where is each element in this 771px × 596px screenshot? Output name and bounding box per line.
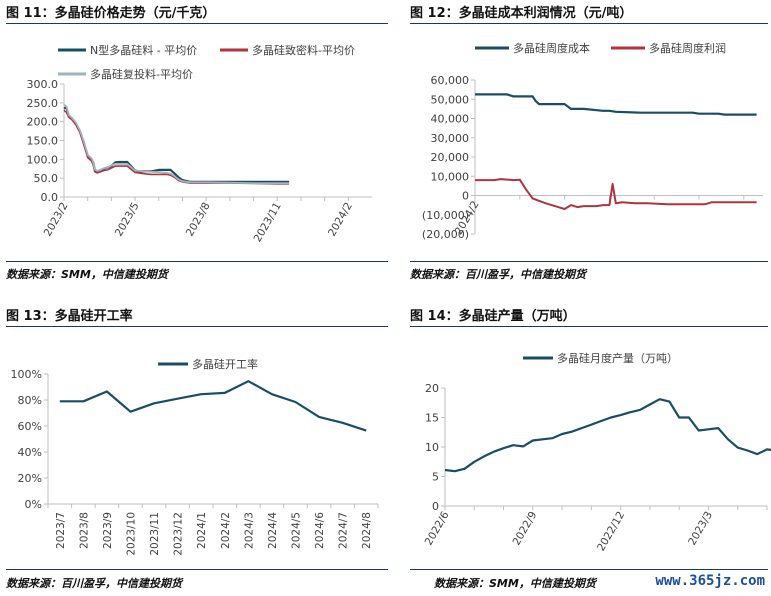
chart-12-source-rule [410,261,768,262]
y-tick-label: (10,000) [422,209,469,222]
y-tick-label: 250.0 [27,97,59,110]
y-tick-label: 10,000 [431,170,470,183]
x-tick-label: 2024/8 [361,512,373,549]
y-tick-label: 40% [18,446,42,459]
chart-14-title: 图 14：多晶硅产量（万吨） [410,309,576,324]
chart-14-source-rule [410,569,768,570]
x-tick-label: 2023/8 [184,201,213,239]
chart-11-price-trend: 0.0 50.0 100.0 150.0 200.0 250.0 300.0 2023/2 20… [27,43,372,245]
x-tick-label: 2023/11 [149,512,161,556]
x-tick-label: 2023/7 [55,512,67,549]
x-tick-label: 2023/10 [126,512,138,556]
y-tick-label: 100% [11,368,42,381]
y-tick-label: 20,000 [431,151,470,164]
legend-label: 多晶硅周度利润 [649,41,726,55]
chart-13-source: 数据来源：百川盈孚，中信建投期货 [6,577,182,590]
legend-label: 多晶硅致密料-平均价 [252,43,355,57]
chart-14-source: 数据来源：SMM，中信建投期货 [434,577,596,590]
chart-11-title: 图 11：多晶硅价格走势（元/千克） [6,6,216,21]
chart-12-source: 数据来源：百川盈孚，中信建投期货 [410,268,586,281]
y-tick-label: 100.0 [27,153,59,166]
series-line-3 [63,103,290,185]
y-tick-label: 300.0 [27,78,59,91]
y-tick-label: 5 [432,471,439,484]
series-line-2 [63,109,290,185]
chart-13-source-rule [6,569,388,570]
x-tick-label: 2022/6 [423,509,452,547]
y-tick-label: 40,000 [431,113,470,126]
y-tick-label: 50,000 [431,93,470,106]
x-tick-label: 2024/5 [291,512,303,549]
y-tick-label: 150.0 [27,135,59,148]
series-line-1 [444,398,771,473]
y-tick-label: 20% [18,472,42,485]
y-tick-label: 20 [425,382,439,395]
x-tick-label: 2023/3 [686,510,715,548]
legend-label: N型多晶硅料 - 平均价 [90,43,197,57]
x-tick-label: 2024/7 [338,512,350,549]
chart-11-source-rule [6,261,388,262]
legend-label: 多晶硅开工率 [192,357,258,371]
legend-label: 多晶硅月度产量（万吨） [557,351,678,365]
x-tick-label: 2023/11 [252,201,284,245]
legend-label: 多晶硅复投料-平均价 [90,67,193,81]
x-tick-label: 2022/9 [511,510,540,548]
y-tick-label: 200.0 [27,116,59,129]
y-tick-label: 0% [25,498,42,511]
chart-12-cost-profit: (20,000) (10,000) 0 10,000 20,000 30,000 40,00… [405,41,763,241]
y-tick-label: 0 [462,190,469,203]
y-tick-label: 0 [432,500,439,513]
x-tick-label: 2024/4 [267,512,279,549]
x-tick-label: 2023/12 [173,512,185,556]
series-line-1 [59,380,367,432]
chart-11-source: 数据来源：SMM，中信建投期货 [6,268,168,281]
y-tick-label: 60,000 [431,74,470,87]
x-tick-label: 2023/5 [113,201,142,239]
y-tick-label: 0.0 [41,191,59,204]
y-tick-label: 60% [18,420,42,433]
y-tick-label: 10 [425,441,439,454]
x-tick-label: 2024/2 [220,512,232,549]
x-tick-label: 2023/8 [78,512,90,549]
x-tick-label: 2024/6 [314,512,326,549]
x-tick-label: 2024/2 [326,201,355,239]
chart-12-title: 图 12：多晶硅成本利润情况（元/吨） [410,6,633,21]
y-tick-label: 80% [18,394,42,407]
y-tick-label: 15 [425,412,439,425]
series-line-2 [475,178,757,210]
chart-13-title: 图 13：多晶硅开工率 [6,309,133,324]
series-line-1 [475,93,757,116]
legend-label: 多晶硅周度成本 [513,41,590,55]
chart-13-title-rule [6,326,388,327]
x-tick-label: 2023/2 [42,201,71,239]
chart-14-monthly-output: 051015202022/62022/92022/122023/32023/62… [405,351,771,554]
y-tick-label: (20,000) [422,228,469,241]
chart-14-title-rule [410,326,768,327]
y-tick-label: 30,000 [431,132,470,145]
chart-12-title-rule [410,23,768,24]
x-tick-label: 2024/1 [196,512,208,549]
x-tick-label: 2023/9 [102,512,114,549]
chart-13-operating-rate: 0% 20% 40% 60% 80% 100% 2023/7 2023/8 2023/9 2023… [11,357,379,556]
y-tick-label: 50.0 [34,172,59,185]
watermark-url: www.365jz.com [655,573,765,589]
chart-11-title-rule [6,23,388,24]
x-tick-label: 2024/3 [243,512,255,549]
x-tick-label: 2022/12 [595,510,627,554]
